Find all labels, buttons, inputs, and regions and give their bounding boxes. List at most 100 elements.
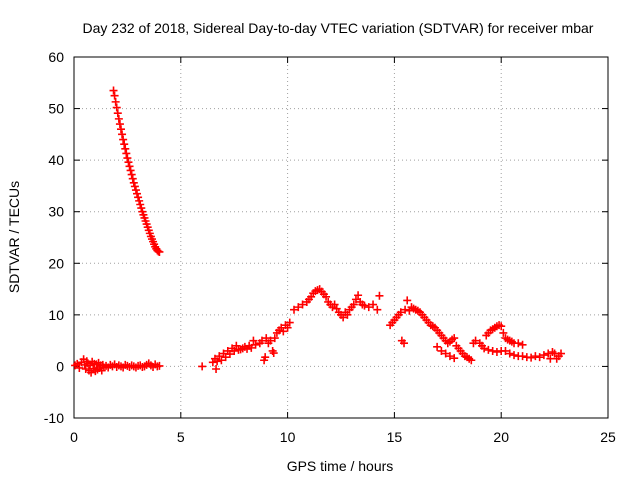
data-point [445, 352, 454, 361]
data-point [557, 349, 566, 358]
data-point [125, 162, 134, 171]
data-point [270, 334, 279, 343]
data-point [279, 327, 288, 336]
data-point [480, 344, 489, 353]
data-point [133, 189, 142, 198]
data-point [437, 346, 446, 355]
x-tick-label: 25 [600, 429, 616, 445]
data-point [285, 318, 294, 327]
data-point [198, 362, 207, 371]
data-point [396, 308, 405, 317]
data-points [71, 86, 566, 377]
data-point [121, 144, 130, 153]
data-point [262, 334, 271, 343]
data-point [134, 193, 143, 202]
data-point [499, 328, 508, 337]
data-point [488, 346, 497, 355]
data-point [109, 86, 118, 95]
data-point [330, 300, 339, 309]
y-tick-label: -10 [44, 410, 64, 426]
data-point [298, 300, 307, 309]
y-tick-label: 10 [48, 307, 64, 323]
data-point [120, 140, 129, 149]
data-point [433, 342, 442, 351]
data-point [343, 310, 352, 319]
data-point [471, 336, 480, 345]
y-tick-label: 50 [48, 101, 64, 117]
data-point [215, 352, 224, 361]
data-point [217, 356, 226, 365]
data-point [126, 166, 135, 175]
data-point [111, 97, 120, 106]
data-point [155, 361, 164, 370]
data-point [136, 200, 145, 209]
plot-frame [73, 56, 609, 419]
data-point [257, 336, 266, 345]
data-point [261, 353, 270, 362]
data-point [75, 363, 84, 372]
y-tick-label: 20 [48, 255, 64, 271]
data-point [501, 346, 510, 355]
data-point [119, 135, 128, 144]
data-point [116, 125, 125, 134]
data-point [249, 336, 258, 345]
data-point [373, 305, 382, 314]
data-point [401, 305, 410, 314]
data-point [124, 158, 133, 167]
data-point [339, 313, 348, 322]
data-point [492, 347, 501, 356]
data-point [351, 295, 360, 304]
data-point [131, 186, 140, 195]
data-point [283, 323, 292, 332]
data-point [128, 174, 137, 183]
data-point [450, 334, 459, 343]
data-point [251, 340, 260, 349]
data-point [212, 365, 221, 374]
data-point [514, 339, 523, 348]
x-tick-label: 0 [70, 429, 78, 445]
x-tick-label: 10 [280, 429, 296, 445]
data-point [225, 350, 234, 359]
data-point [73, 359, 82, 368]
data-point [369, 300, 378, 309]
data-point [403, 296, 412, 305]
y-tick-label: 60 [48, 49, 64, 65]
data-point [115, 120, 124, 129]
data-point [322, 292, 331, 301]
data-point [527, 353, 536, 362]
y-tick-label: 0 [56, 358, 64, 374]
y-tick-label: 40 [48, 152, 64, 168]
data-point [531, 352, 540, 361]
data-point [450, 354, 459, 363]
data-point [360, 301, 369, 310]
data-point [122, 149, 131, 158]
data-point [129, 178, 138, 187]
data-point [87, 368, 96, 377]
data-point [155, 247, 164, 256]
data-point [127, 170, 136, 179]
data-point [118, 130, 127, 139]
data-point [505, 349, 514, 358]
data-point [290, 305, 299, 314]
data-point [294, 303, 303, 312]
y-tick-label: 30 [48, 204, 64, 220]
data-point [467, 356, 476, 365]
data-point [123, 154, 132, 163]
axis-ticks: 0 5 10 15 20 25 -10 0 10 20 30 40 50 60 [44, 49, 616, 445]
x-tick-label: 5 [177, 429, 185, 445]
data-point [269, 349, 278, 358]
data-point [230, 346, 239, 355]
data-point [232, 341, 241, 350]
data-point [130, 182, 139, 191]
x-axis-label: GPS time / hours [287, 458, 394, 474]
x-tick-label: 15 [387, 429, 403, 445]
data-point [539, 351, 548, 360]
data-point [484, 345, 493, 354]
data-point [135, 196, 144, 205]
data-point [497, 322, 506, 331]
data-point [518, 352, 527, 361]
data-point [375, 291, 384, 300]
data-point [364, 303, 373, 312]
data-point [114, 114, 123, 123]
